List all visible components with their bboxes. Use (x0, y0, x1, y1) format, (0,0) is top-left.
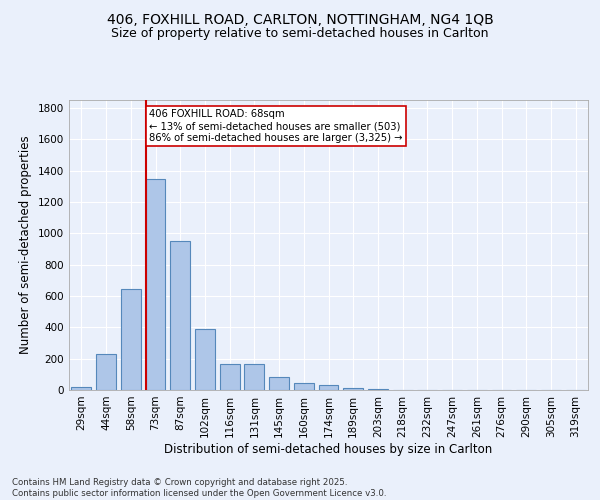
Y-axis label: Number of semi-detached properties: Number of semi-detached properties (19, 136, 32, 354)
Bar (96, 354, 116, 390)
Bar (195, 329, 215, 390)
Bar (146, 179, 166, 390)
Bar (319, 386, 338, 390)
Bar (220, 364, 239, 390)
Text: 406 FOXHILL ROAD: 68sqm
← 13% of semi-detached houses are smaller (503)
86% of s: 406 FOXHILL ROAD: 68sqm ← 13% of semi-de… (149, 110, 403, 142)
Text: 406, FOXHILL ROAD, CARLTON, NOTTINGHAM, NG4 1QB: 406, FOXHILL ROAD, CARLTON, NOTTINGHAM, … (107, 12, 493, 26)
Text: Contains HM Land Registry data © Crown copyright and database right 2025.
Contai: Contains HM Land Registry data © Crown c… (12, 478, 386, 498)
Bar (170, 241, 190, 390)
Bar (368, 389, 388, 390)
Bar (294, 383, 314, 390)
Bar (244, 364, 264, 390)
Bar (121, 289, 140, 390)
Bar (71, 386, 91, 390)
Bar (269, 378, 289, 390)
X-axis label: Distribution of semi-detached houses by size in Carlton: Distribution of semi-detached houses by … (164, 442, 493, 456)
Bar (343, 388, 363, 390)
Text: Size of property relative to semi-detached houses in Carlton: Size of property relative to semi-detach… (111, 28, 489, 40)
